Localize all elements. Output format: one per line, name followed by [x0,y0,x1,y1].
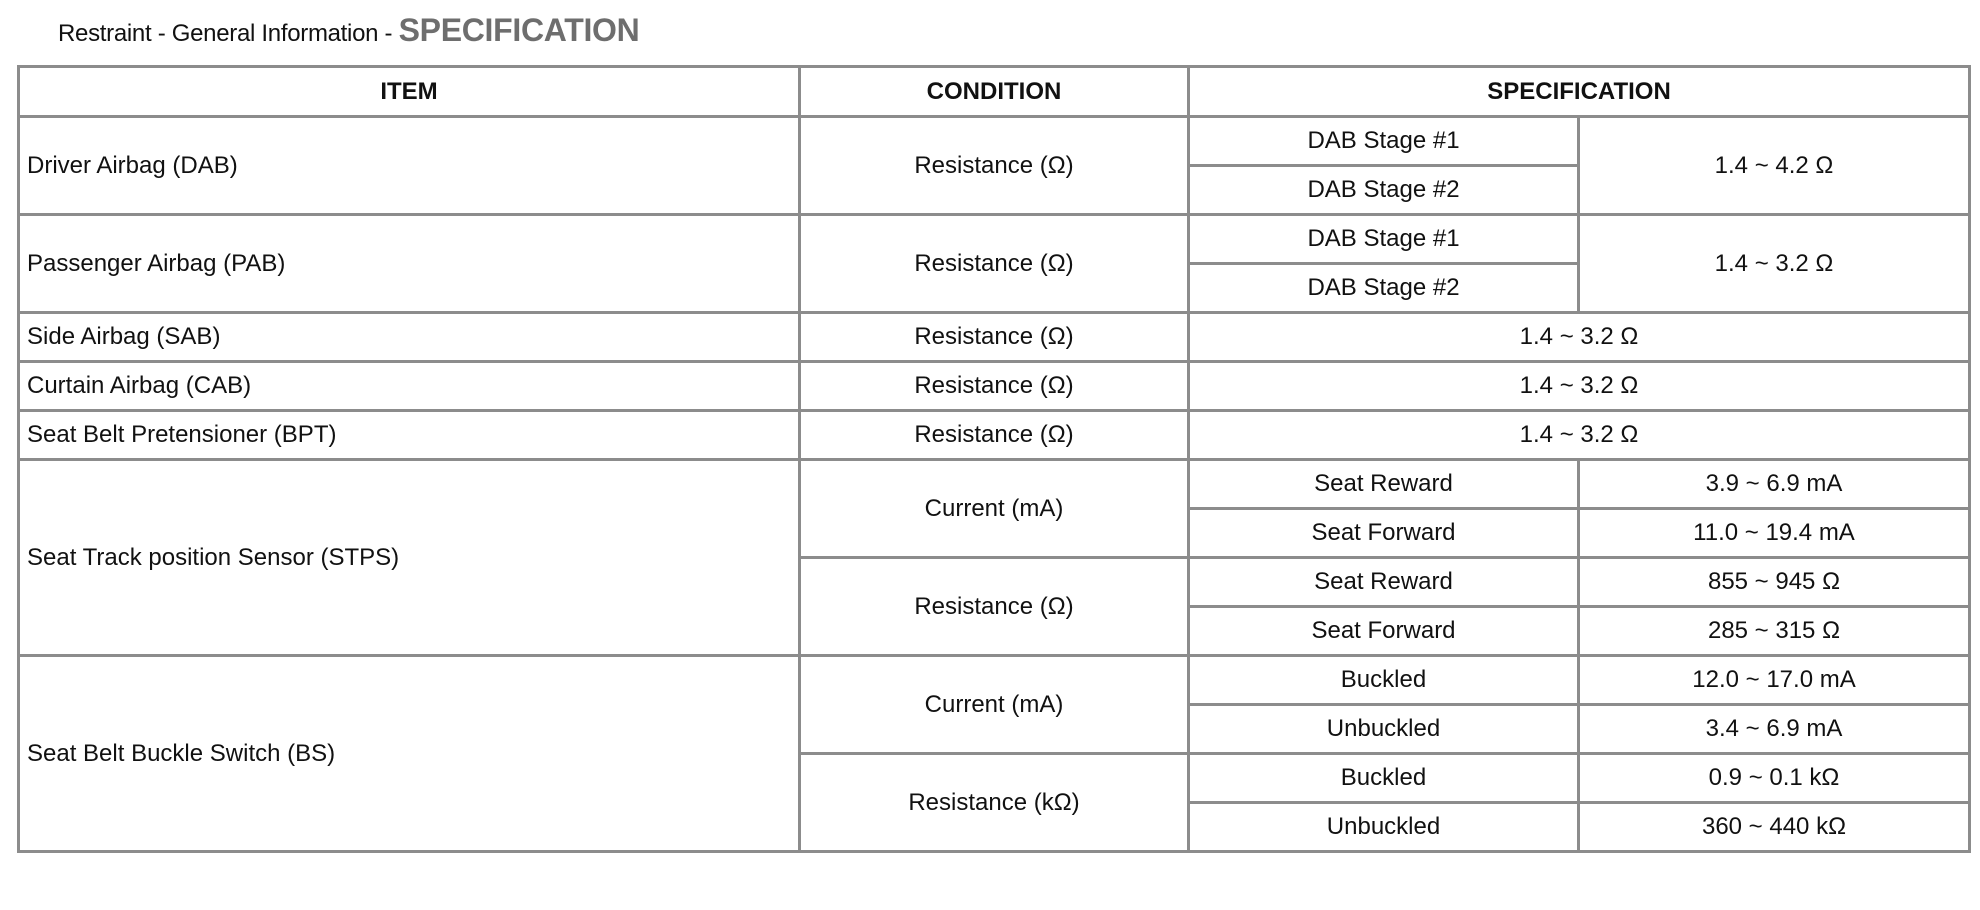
condition-cell: Resistance (kΩ) [798,752,1190,853]
condition-cell: Resistance (Ω) [798,360,1190,412]
item-cell: Seat Track position Sensor (STPS) [17,458,801,657]
condition-cell: Current (mA) [798,458,1190,559]
header-row: ITEM CONDITION SPECIFICATION [17,65,1971,118]
condition-cell: Resistance (Ω) [798,311,1190,363]
table-row: Side Airbag (SAB) Resistance (Ω) 1.4 ~ 3… [17,311,1971,363]
sub-condition-cell: Seat Reward [1187,458,1580,510]
header-specification: SPECIFICATION [1187,65,1971,118]
value-cell: 11.0 ~ 19.4 mA [1577,507,1971,559]
sub-condition-cell: DAB Stage #1 [1187,213,1580,265]
value-cell: 285 ~ 315 Ω [1577,605,1971,657]
condition-cell: Resistance (Ω) [798,213,1190,314]
condition-cell: Resistance (Ω) [798,556,1190,657]
value-cell: 3.9 ~ 6.9 mA [1577,458,1971,510]
title-prefix: Restraint - General Information - [58,20,399,47]
sub-condition-cell: DAB Stage #1 [1187,115,1580,167]
table-row: Seat Belt Pretensioner (BPT) Resistance … [17,409,1971,461]
item-cell: Curtain Airbag (CAB) [17,360,801,412]
table-row: Curtain Airbag (CAB) Resistance (Ω) 1.4 … [17,360,1971,412]
sub-condition-cell: Buckled [1187,752,1580,804]
sub-condition-cell: Unbuckled [1187,801,1580,853]
sub-condition-cell: DAB Stage #2 [1187,164,1580,216]
table-row: Seat Track position Sensor (STPS) Curren… [17,458,1971,657]
table-row: Seat Belt Buckle Switch (BS) Current (mA… [17,654,1971,853]
value-cell: 1.4 ~ 4.2 Ω [1577,115,1971,216]
sub-condition-cell: DAB Stage #2 [1187,262,1580,314]
item-cell: Side Airbag (SAB) [17,311,801,363]
header-item: ITEM [17,65,801,118]
condition-cell: Resistance (Ω) [798,409,1190,461]
item-cell: Passenger Airbag (PAB) [17,213,801,314]
sub-condition-cell: Seat Reward [1187,556,1580,608]
item-cell: Seat Belt Pretensioner (BPT) [17,409,801,461]
table-row: Passenger Airbag (PAB) Resistance (Ω) DA… [17,213,1971,314]
value-cell: 1.4 ~ 3.2 Ω [1187,409,1971,461]
item-cell: Driver Airbag (DAB) [17,115,801,216]
table-row: Driver Airbag (DAB) Resistance (Ω) DAB S… [17,115,1971,216]
sub-condition-cell: Unbuckled [1187,703,1580,755]
specification-table: ITEM CONDITION SPECIFICATION Driver Airb… [17,65,1971,853]
sub-condition-cell: Seat Forward [1187,507,1580,559]
value-cell: 360 ~ 440 kΩ [1577,801,1971,853]
value-cell: 855 ~ 945 Ω [1577,556,1971,608]
item-cell: Seat Belt Buckle Switch (BS) [17,654,801,853]
value-cell: 1.4 ~ 3.2 Ω [1187,360,1971,412]
title-main: SPECIFICATION [398,12,640,48]
value-cell: 3.4 ~ 6.9 mA [1577,703,1971,755]
page-title: Restraint - General Information - SPECIF… [58,12,640,49]
condition-cell: Current (mA) [798,654,1190,755]
sub-condition-cell: Buckled [1187,654,1580,706]
condition-cell: Resistance (Ω) [798,115,1190,216]
sub-condition-cell: Seat Forward [1187,605,1580,657]
value-cell: 0.9 ~ 0.1 kΩ [1577,752,1971,804]
value-cell: 1.4 ~ 3.2 Ω [1187,311,1971,363]
value-cell: 12.0 ~ 17.0 mA [1577,654,1971,706]
value-cell: 1.4 ~ 3.2 Ω [1577,213,1971,314]
header-condition: CONDITION [798,65,1190,118]
